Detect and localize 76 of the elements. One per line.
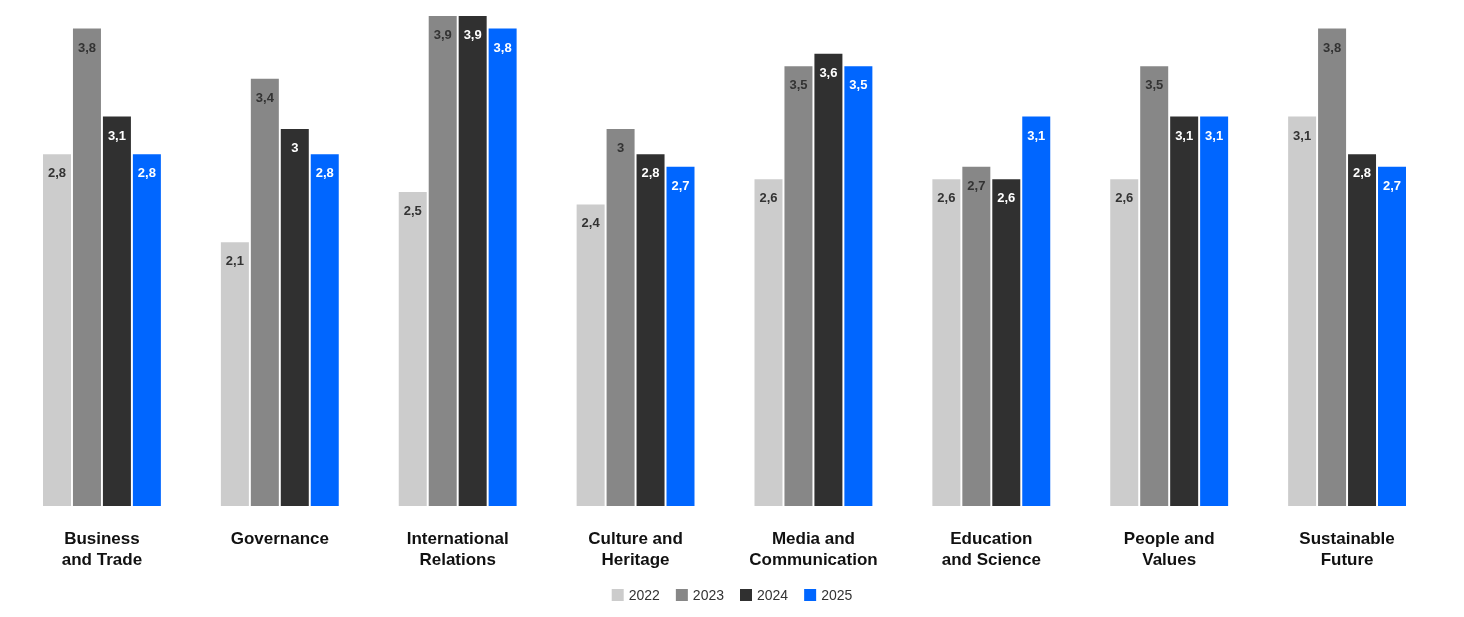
data-label: 3: [616, 140, 625, 156]
bar: [458, 16, 487, 506]
data-label: 3,1: [107, 127, 126, 143]
data-label: 3,8: [1323, 39, 1342, 55]
bar: [814, 53, 843, 506]
data-label: 3,1: [1205, 127, 1224, 143]
x-tick-label: People and Values: [1123, 529, 1215, 569]
x-tick-label: International Relations: [406, 529, 509, 569]
bar: [102, 116, 131, 506]
bar: [1348, 154, 1377, 506]
data-label: 3,8: [77, 39, 96, 55]
bar: [1200, 116, 1229, 506]
bar: [488, 28, 517, 506]
data-label: 2,7: [671, 177, 690, 193]
bar: [666, 166, 695, 506]
data-label: 3,9: [433, 27, 452, 42]
bar: [1110, 179, 1139, 506]
data-label: 3,5: [1145, 77, 1164, 93]
bar: [1022, 116, 1051, 506]
data-label: 2,8: [641, 165, 660, 181]
data-label: 3,9: [463, 27, 482, 42]
legend-label: 2022: [628, 587, 661, 603]
bar: [398, 191, 427, 506]
bar: [636, 154, 665, 506]
legend-label: 2023: [692, 587, 725, 603]
bar: [310, 154, 339, 506]
data-label: 3,5: [789, 77, 808, 93]
data-label: 2,6: [759, 190, 778, 206]
bar: [1318, 28, 1347, 506]
x-tick-label: Media and Communication: [749, 529, 878, 569]
data-label: 2,1: [225, 253, 244, 269]
bar: [220, 242, 249, 506]
bar: [784, 66, 813, 506]
data-label: 3,1: [1293, 127, 1312, 143]
bar: [992, 179, 1021, 506]
bar: [1170, 116, 1199, 506]
data-label: 2,6: [1115, 190, 1134, 206]
bar: [72, 28, 101, 506]
bar: [132, 154, 161, 506]
data-label: 2,6: [937, 190, 956, 206]
bar: [1288, 116, 1317, 506]
bar: [1378, 166, 1406, 506]
x-tick-label: Business and Trade: [61, 529, 143, 569]
legend-label: 2024: [757, 587, 789, 603]
bar: [1140, 66, 1169, 506]
data-label: 2,8: [137, 165, 156, 181]
bar: [932, 179, 961, 506]
bar: [428, 16, 457, 506]
bar: [844, 66, 873, 506]
x-tick-label: Education and Science: [941, 529, 1041, 569]
data-label: 2,4: [581, 215, 601, 231]
x-tick-label: Governance: [230, 529, 329, 548]
data-label: 3,4: [255, 89, 275, 105]
data-label: 2,6: [997, 190, 1016, 206]
data-label: 2,5: [403, 202, 422, 218]
bar: [754, 179, 783, 506]
data-label: 2,8: [315, 165, 334, 181]
bar: [250, 78, 279, 506]
x-tick-label: Culture and Heritage: [588, 529, 683, 569]
data-label: 3,8: [493, 39, 512, 55]
data-label: 3,1: [1027, 127, 1046, 143]
bar: [962, 166, 991, 506]
data-label: 3,1: [1175, 127, 1194, 143]
data-label: 2,8: [1353, 165, 1372, 181]
data-label: 2,7: [967, 177, 986, 193]
data-label: 3,5: [849, 77, 868, 93]
legend-label: 2025: [821, 587, 853, 603]
data-label: 3,6: [819, 64, 838, 80]
bar: [280, 129, 309, 506]
bar: [576, 204, 605, 506]
data-label: 2,7: [1382, 177, 1402, 193]
x-tick-label: Sustainable Future: [1299, 529, 1395, 569]
data-label: 3: [291, 140, 299, 156]
bar: [606, 129, 635, 506]
bar: [43, 154, 71, 506]
data-label: 2,8: [47, 165, 67, 181]
